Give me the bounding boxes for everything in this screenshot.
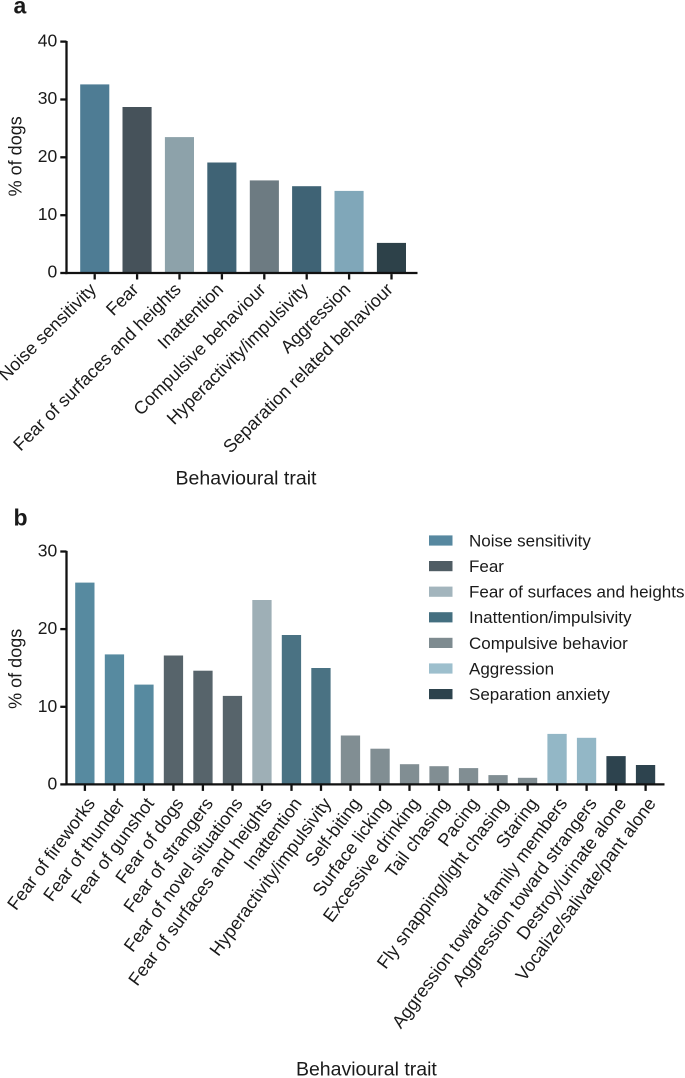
svg-text:a: a (14, 0, 27, 18)
svg-text:Fear: Fear (469, 557, 504, 576)
svg-text:% of dogs: % of dogs (6, 629, 26, 709)
svg-text:% of dogs: % of dogs (6, 116, 26, 196)
svg-text:10: 10 (38, 696, 58, 716)
svg-text:10: 10 (38, 204, 58, 224)
svg-text:Noise sensitivity: Noise sensitivity (469, 531, 591, 550)
svg-text:40: 40 (38, 30, 58, 50)
svg-text:Separation anxiety: Separation anxiety (469, 685, 610, 704)
svg-text:Fear of surfaces and heights: Fear of surfaces and heights (469, 583, 684, 602)
svg-text:20: 20 (38, 618, 58, 638)
svg-text:Aggression: Aggression (469, 659, 554, 678)
svg-text:b: b (14, 505, 28, 531)
svg-text:30: 30 (38, 88, 58, 108)
svg-text:Compulsive behavior: Compulsive behavior (469, 634, 628, 653)
svg-text:Behavioural trait: Behavioural trait (176, 467, 317, 489)
svg-text:Behavioural trait: Behavioural trait (296, 1059, 437, 1078)
svg-text:0: 0 (47, 262, 57, 282)
svg-text:30: 30 (38, 541, 58, 561)
svg-text:Inattention/impulsivity: Inattention/impulsivity (469, 608, 632, 627)
svg-text:0: 0 (47, 773, 57, 793)
svg-text:20: 20 (38, 146, 58, 166)
